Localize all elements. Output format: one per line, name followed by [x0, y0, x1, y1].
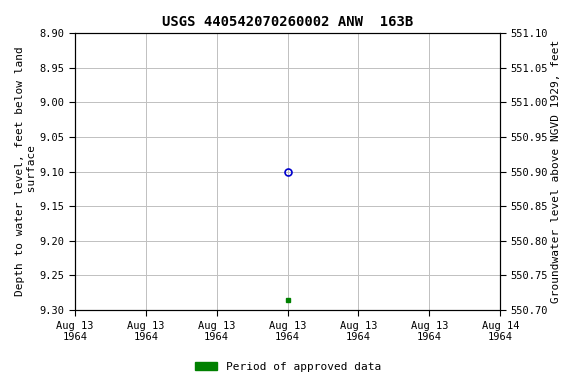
Y-axis label: Groundwater level above NGVD 1929, feet: Groundwater level above NGVD 1929, feet: [551, 40, 561, 303]
Y-axis label: Depth to water level, feet below land
 surface: Depth to water level, feet below land su…: [15, 46, 37, 296]
Title: USGS 440542070260002 ANW  163B: USGS 440542070260002 ANW 163B: [162, 15, 413, 29]
Legend: Period of approved data: Period of approved data: [191, 358, 385, 377]
